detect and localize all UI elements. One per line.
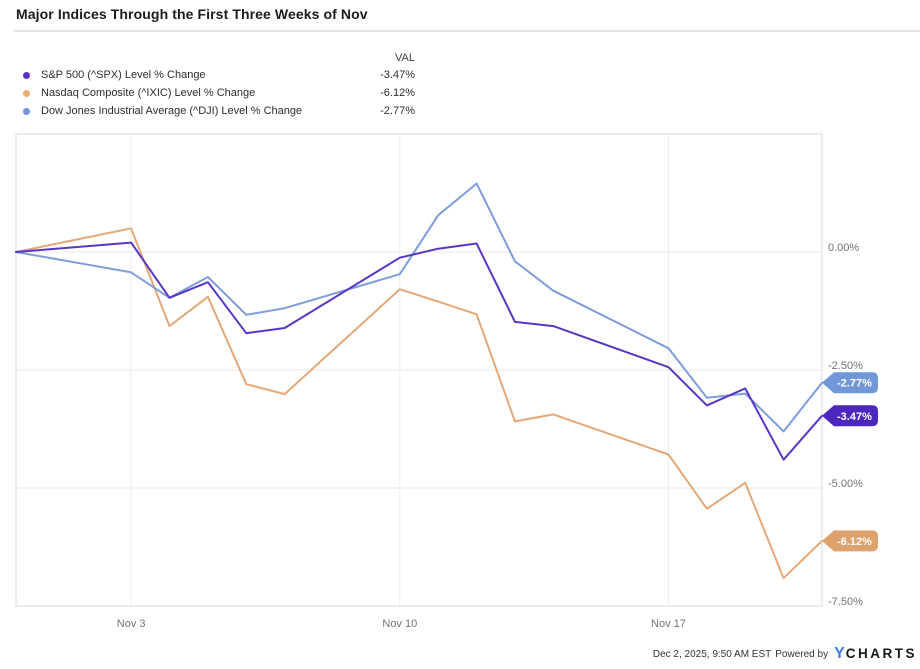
ycharts-logo-charts: CHARTS xyxy=(845,646,917,661)
series-line-347[interactable] xyxy=(15,241,823,461)
legend-value-ixic: -6.12% xyxy=(380,87,415,99)
ycharts-logo[interactable]: YCHARTS xyxy=(834,645,917,663)
legend-value-spx: -3.47% xyxy=(380,69,415,81)
series-dot-spx xyxy=(23,71,30,79)
x-axis-tick-label: Nov 17 xyxy=(651,618,686,630)
title-divider xyxy=(14,30,920,32)
series-line-612[interactable] xyxy=(15,227,823,580)
plot-border xyxy=(15,133,823,607)
x-axis-tick-label: Nov 10 xyxy=(382,618,417,630)
end-value-tag xyxy=(822,405,878,427)
y-axis-tick-label: -5.00% xyxy=(828,478,863,490)
end-value-tag xyxy=(822,372,878,394)
legend: VAL S&P 500 (^SPX) Level % Change -3.47%… xyxy=(23,51,415,120)
end-value-tag-label: -6.12% xyxy=(837,536,872,548)
end-value-tag-label: -3.47% xyxy=(837,411,872,423)
x-axis-tick-label: Nov 3 xyxy=(117,618,146,630)
legend-item-dji: Dow Jones Industrial Average (^DJI) Leve… xyxy=(23,102,415,120)
legend-value-dji: -2.77% xyxy=(380,105,415,117)
legend-label-ixic: Nasdaq Composite (^IXIC) Level % Change xyxy=(41,87,256,99)
end-value-tag xyxy=(822,530,878,552)
y-axis-tick-label: 0.00% xyxy=(828,242,859,254)
series-dot-dji xyxy=(23,107,30,115)
legend-val-header: VAL xyxy=(395,52,415,64)
timestamp: Dec 2, 2025, 9:50 AM EST xyxy=(652,648,772,660)
footer: Dec 2, 2025, 9:50 AM EST Powered by YCHA… xyxy=(653,645,917,663)
legend-label-spx: S&P 500 (^SPX) Level % Change xyxy=(41,69,206,81)
y-axis-tick-label: -7.50% xyxy=(828,596,863,608)
series-dot-ixic xyxy=(23,89,30,97)
page-title: Major Indices Through the First Three We… xyxy=(16,6,368,22)
ycharts-logo-y: Y xyxy=(834,645,845,662)
legend-item-spx: S&P 500 (^SPX) Level % Change -3.47% xyxy=(23,66,415,84)
y-axis-tick-label: -2.50% xyxy=(828,360,863,372)
end-value-tag-label: -2.77% xyxy=(837,378,872,390)
powered-by-label: Powered by xyxy=(775,648,829,660)
legend-item-ixic: Nasdaq Composite (^IXIC) Level % Change … xyxy=(23,84,415,102)
series-line-277[interactable] xyxy=(15,182,823,433)
legend-label-dji: Dow Jones Industrial Average (^DJI) Leve… xyxy=(41,105,303,117)
